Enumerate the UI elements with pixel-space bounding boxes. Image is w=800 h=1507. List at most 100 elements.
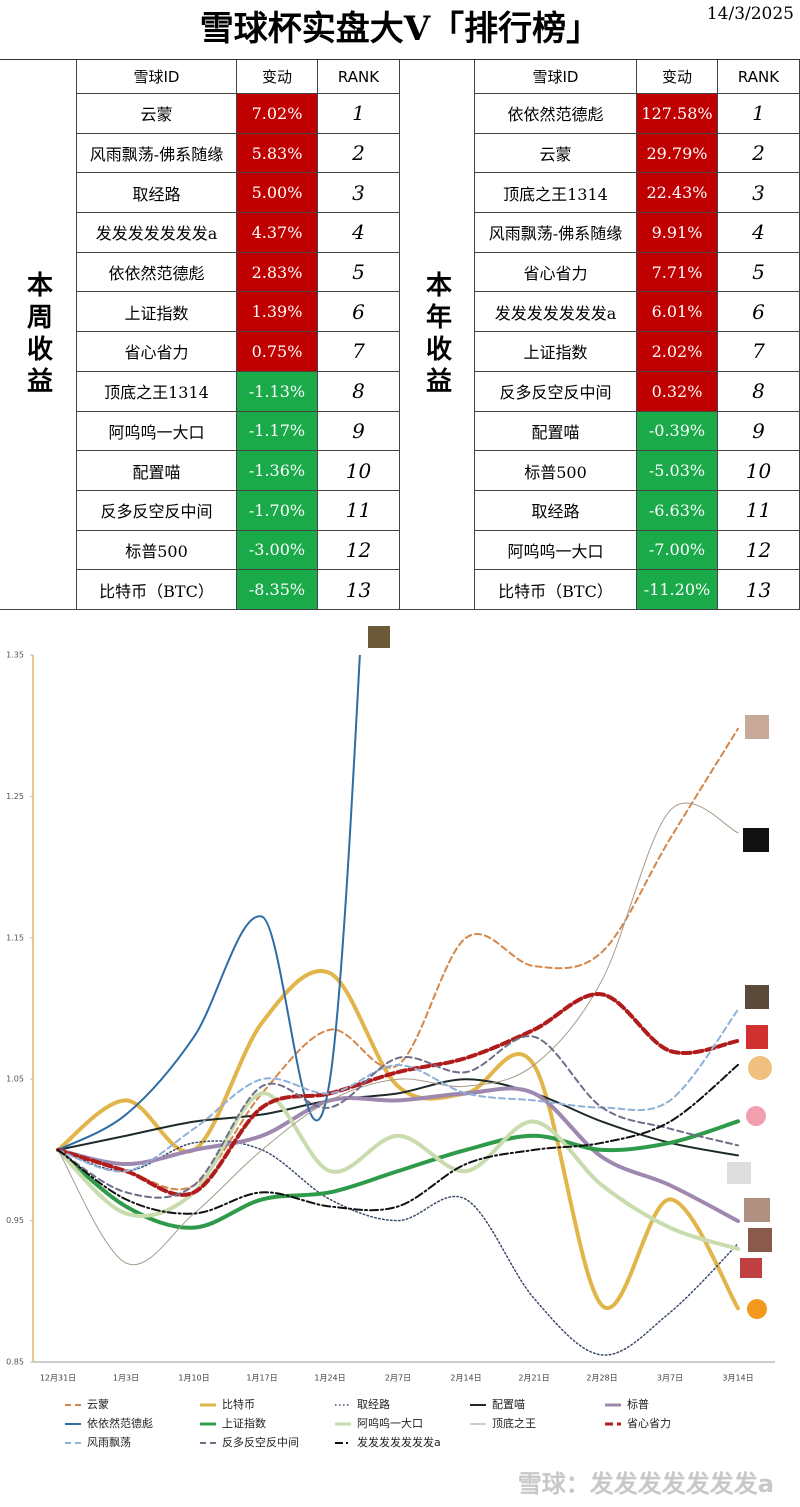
change-cell: 7.71% [637, 252, 718, 293]
series-line [57, 1140, 739, 1356]
name-cell: 比特币（BTC） [475, 570, 637, 610]
avatar [747, 1299, 767, 1319]
rank-cell: 6 [318, 292, 400, 333]
x-tick-label: 2月7日 [385, 1374, 411, 1383]
avatar [368, 626, 390, 648]
date: 14/3/2025 [706, 4, 794, 24]
name-cell: 配置喵 [475, 411, 637, 452]
avatar [740, 1258, 762, 1278]
change-cell: 22.43% [637, 173, 718, 214]
name-cell: 取经路 [475, 490, 637, 531]
watermark: 雪球：发发发发发发发a [517, 1470, 774, 1498]
column-header: 变动 [637, 60, 718, 94]
avatar [748, 1056, 772, 1080]
x-tick-label: 3月14日 [722, 1374, 753, 1383]
rank-cell: 11 [318, 490, 400, 531]
column-header: 雪球ID [77, 60, 237, 94]
change-cell: 5.00% [237, 173, 318, 214]
name-cell: 阿呜呜一大口 [77, 411, 237, 452]
x-tick-label: 12月31日 [40, 1374, 76, 1383]
legend-label: 风雨飘荡 [87, 1436, 131, 1449]
rank-cell: 1 [718, 94, 800, 134]
name-cell: 风雨飘荡-佛系随缘 [475, 213, 637, 253]
name-cell: 上证指数 [475, 332, 637, 372]
legend-label: 阿呜呜一大口 [357, 1416, 423, 1430]
series-line [56, 1091, 740, 1251]
name-cell: 顶底之王1314 [77, 371, 237, 412]
name-cell: 顶底之王1314 [475, 173, 637, 214]
name-cell: 标普500 [77, 530, 237, 571]
rank-cell: 12 [318, 530, 400, 571]
change-cell: 2.02% [637, 332, 718, 372]
rank-cell: 1 [318, 94, 400, 134]
column-header: RANK [318, 60, 400, 94]
rank-cell: 7 [718, 332, 800, 372]
change-cell: -1.36% [237, 451, 318, 491]
name-cell: 依依然范德彪 [475, 94, 637, 134]
x-tick-label: 2月28日 [586, 1374, 617, 1383]
plot-area [56, 655, 740, 1356]
change-cell: 1.39% [237, 292, 318, 333]
y-tick-label: 1.05 [6, 1075, 24, 1084]
rank-cell: 11 [718, 490, 800, 531]
avatar [748, 1228, 772, 1252]
change-cell: -7.00% [637, 530, 718, 571]
table-side-label: 本年收益 [400, 60, 475, 610]
x-tick-label: 2月21日 [518, 1374, 549, 1383]
legend-label: 标普 [627, 1397, 649, 1411]
change-cell: 7.02% [237, 94, 318, 134]
y-tick-label: 1.35 [6, 651, 24, 660]
rank-cell: 10 [318, 451, 400, 491]
x-tick-label: 1月24日 [314, 1374, 345, 1383]
name-cell: 发发发发发发发a [475, 292, 637, 333]
column-header: 变动 [237, 60, 318, 94]
legend-label: 上证指数 [222, 1416, 266, 1430]
name-cell: 依依然范德彪 [77, 252, 237, 293]
change-cell: -3.00% [237, 530, 318, 571]
y-tick-label: 1.25 [6, 792, 24, 801]
rank-cell: 2 [718, 133, 800, 174]
rank-cell: 4 [318, 213, 400, 253]
legend-label: 顶底之王 [492, 1416, 536, 1430]
legend-label: 云蒙 [87, 1398, 109, 1411]
change-cell: 6.01% [637, 292, 718, 333]
avatar [745, 715, 769, 739]
title: 雪球杯实盘大V「排行榜」 [0, 0, 800, 60]
y-tick-label: 0.95 [6, 1216, 24, 1225]
legend-label: 配置喵 [492, 1398, 525, 1411]
name-cell: 云蒙 [77, 94, 237, 134]
change-cell: 29.79% [637, 133, 718, 174]
change-cell: 4.37% [237, 213, 318, 253]
name-cell: 省心省力 [77, 332, 237, 372]
change-cell: -1.70% [237, 490, 318, 531]
legend-label: 省心省力 [627, 1417, 671, 1430]
change-cell: 2.83% [237, 252, 318, 293]
name-cell: 发发发发发发发a [77, 213, 237, 253]
rank-cell: 7 [318, 332, 400, 372]
series-line [57, 655, 361, 1151]
rank-cell: 9 [718, 411, 800, 452]
y-tick-label: 0.85 [6, 1358, 24, 1367]
rank-cell: 5 [718, 252, 800, 293]
change-cell: -8.35% [237, 570, 318, 610]
avatar [727, 1162, 751, 1184]
change-cell: 0.32% [637, 371, 718, 412]
name-cell: 上证指数 [77, 292, 237, 333]
series-line [56, 1119, 740, 1230]
change-cell: -6.63% [637, 490, 718, 531]
x-tick-label: 1月17日 [246, 1374, 277, 1383]
rank-cell: 12 [718, 530, 800, 571]
change-cell: -5.03% [637, 451, 718, 491]
rank-cell: 9 [318, 411, 400, 452]
rank-cell: 13 [318, 570, 400, 610]
legend-label: 比特币 [222, 1397, 255, 1411]
series-line [56, 992, 740, 1197]
avatar [743, 828, 769, 852]
change-cell: 5.83% [237, 133, 318, 174]
avatars [368, 626, 772, 1319]
name-cell: 风雨飘荡-佛系随缘 [77, 133, 237, 174]
rank-cell: 3 [718, 173, 800, 214]
name-cell: 阿呜呜一大口 [475, 530, 637, 571]
series-line [57, 727, 739, 1191]
